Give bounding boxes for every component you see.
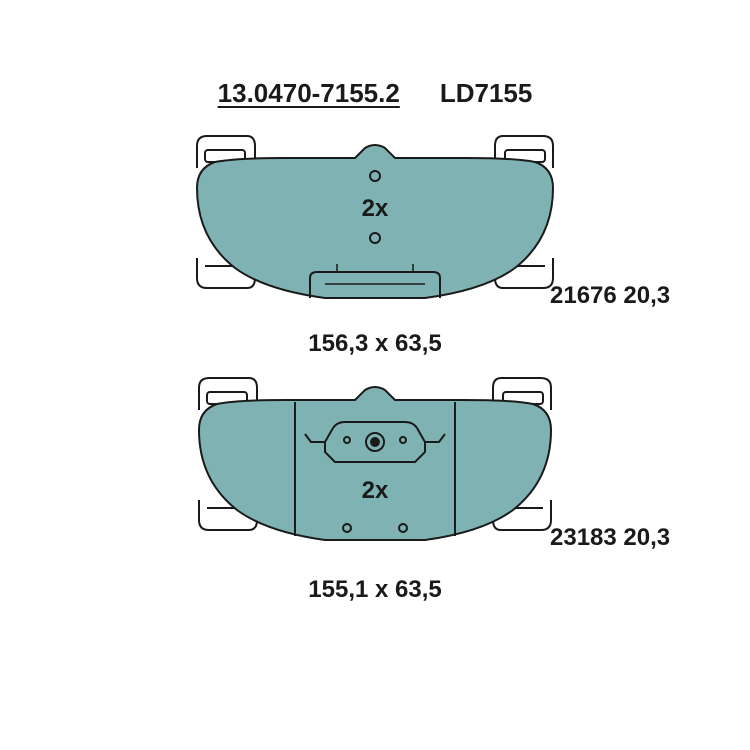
pad-bottom-body <box>199 387 551 540</box>
header-bar: 13.0470-7155.2 LD7155 <box>218 78 533 109</box>
brake-pad-top-svg: 2x <box>155 128 595 348</box>
brake-pad-bottom-svg: 2x <box>155 370 595 590</box>
pad-top-qty: 2x <box>362 195 389 222</box>
diagram-canvas: 13.0470-7155.2 LD7155 <box>0 0 750 750</box>
pad-bottom-side-label: 23183 20,3 <box>550 524 670 552</box>
pad-bottom-qty: 2x <box>362 477 389 504</box>
brake-pad-bottom: 2x <box>155 370 595 595</box>
pad-bottom-dimensions: 155,1 x 63,5 <box>308 576 441 604</box>
pad-top-dimensions: 156,3 x 63,5 <box>308 330 441 358</box>
short-code: LD7155 <box>440 78 533 109</box>
pad-top-side-label: 21676 20,3 <box>550 282 670 310</box>
brake-pad-top: 2x <box>155 128 595 353</box>
part-number: 13.0470-7155.2 <box>218 78 400 109</box>
